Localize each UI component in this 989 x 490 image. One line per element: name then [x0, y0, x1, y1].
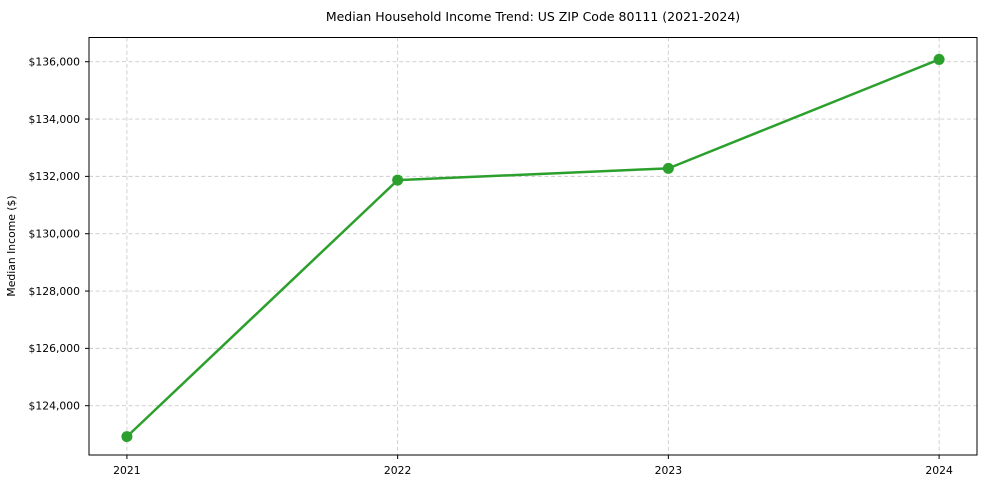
- y-tick-label: $124,000: [28, 399, 80, 412]
- gridlines: [89, 37, 977, 455]
- y-tick-label: $132,000: [28, 170, 80, 183]
- data-points: [121, 53, 945, 443]
- chart-title: Median Household Income Trend: US ZIP Co…: [326, 9, 740, 24]
- x-tick-labels: 2021 2022 2023 2024: [113, 464, 953, 477]
- axes: [85, 37, 978, 459]
- income-trend-line: [125, 58, 941, 438]
- data-point-marker: [392, 174, 404, 186]
- x-tick-label: 2021: [113, 464, 140, 477]
- y-axis-label: Median Income ($): [5, 195, 18, 296]
- y-tick-labels: $124,000 $126,000 $128,000 $130,000 $132,000…: [28, 56, 80, 413]
- y-tick-label: $130,000: [28, 228, 80, 241]
- y-tick-label: $134,000: [28, 113, 80, 126]
- x-tick-label: 2022: [384, 464, 411, 477]
- plot-border: [88, 37, 978, 456]
- data-point-marker: [121, 431, 133, 443]
- x-tick-label: 2024: [925, 464, 953, 477]
- data-line: [125, 58, 941, 438]
- y-tick-label: $126,000: [28, 342, 80, 355]
- y-tick-label: $136,000: [28, 56, 80, 69]
- data-point-marker: [933, 53, 945, 65]
- x-tick-label: 2023: [655, 464, 682, 477]
- data-point-marker: [662, 162, 674, 174]
- y-tick-label: $128,000: [28, 285, 80, 298]
